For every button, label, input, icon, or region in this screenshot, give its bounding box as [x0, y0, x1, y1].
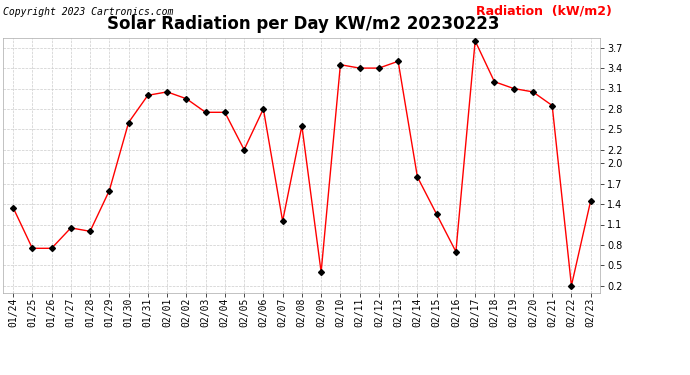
Text: Solar Radiation per Day KW/m2 20230223: Solar Radiation per Day KW/m2 20230223 — [108, 15, 500, 33]
Text: Copyright 2023 Cartronics.com: Copyright 2023 Cartronics.com — [3, 7, 174, 17]
Text: Radiation  (kW/m2): Radiation (kW/m2) — [476, 4, 612, 17]
